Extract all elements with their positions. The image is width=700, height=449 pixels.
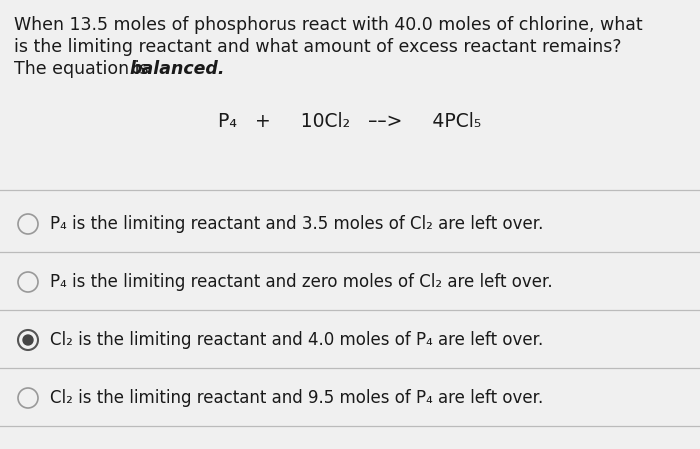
Text: The equation is: The equation is bbox=[14, 60, 154, 78]
Text: P₄   +     10Cl₂   ––>     4PCl₅: P₄ + 10Cl₂ ––> 4PCl₅ bbox=[218, 112, 482, 131]
Text: Cl₂ is the limiting reactant and 9.5 moles of P₄ are left over.: Cl₂ is the limiting reactant and 9.5 mol… bbox=[50, 389, 543, 407]
Text: When 13.5 moles of phosphorus react with 40.0 moles of chlorine, what: When 13.5 moles of phosphorus react with… bbox=[14, 16, 643, 34]
Text: P₄ is the limiting reactant and 3.5 moles of Cl₂ are left over.: P₄ is the limiting reactant and 3.5 mole… bbox=[50, 215, 543, 233]
Text: balanced.: balanced. bbox=[130, 60, 225, 78]
Circle shape bbox=[23, 335, 33, 345]
Text: Cl₂ is the limiting reactant and 4.0 moles of P₄ are left over.: Cl₂ is the limiting reactant and 4.0 mol… bbox=[50, 331, 543, 349]
Text: is the limiting reactant and what amount of excess reactant remains?: is the limiting reactant and what amount… bbox=[14, 38, 622, 56]
Text: P₄ is the limiting reactant and zero moles of Cl₂ are left over.: P₄ is the limiting reactant and zero mol… bbox=[50, 273, 552, 291]
